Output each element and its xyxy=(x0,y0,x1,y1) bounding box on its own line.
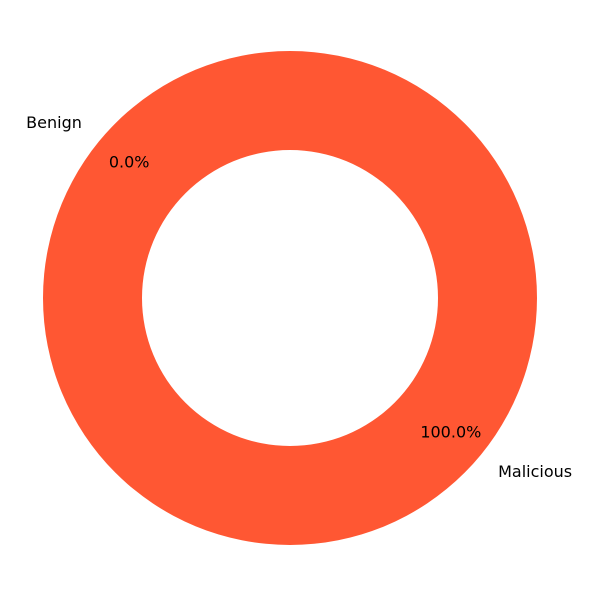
percent-benign: 0.0% xyxy=(109,153,150,172)
slices-group xyxy=(43,51,537,545)
slice-malicious xyxy=(43,51,537,545)
percent-malicious: 100.0% xyxy=(420,422,481,441)
label-benign: Benign xyxy=(26,113,82,132)
labels-group: Benign 0.0% Malicious 100.0% xyxy=(26,113,572,481)
label-malicious: Malicious xyxy=(498,462,572,481)
